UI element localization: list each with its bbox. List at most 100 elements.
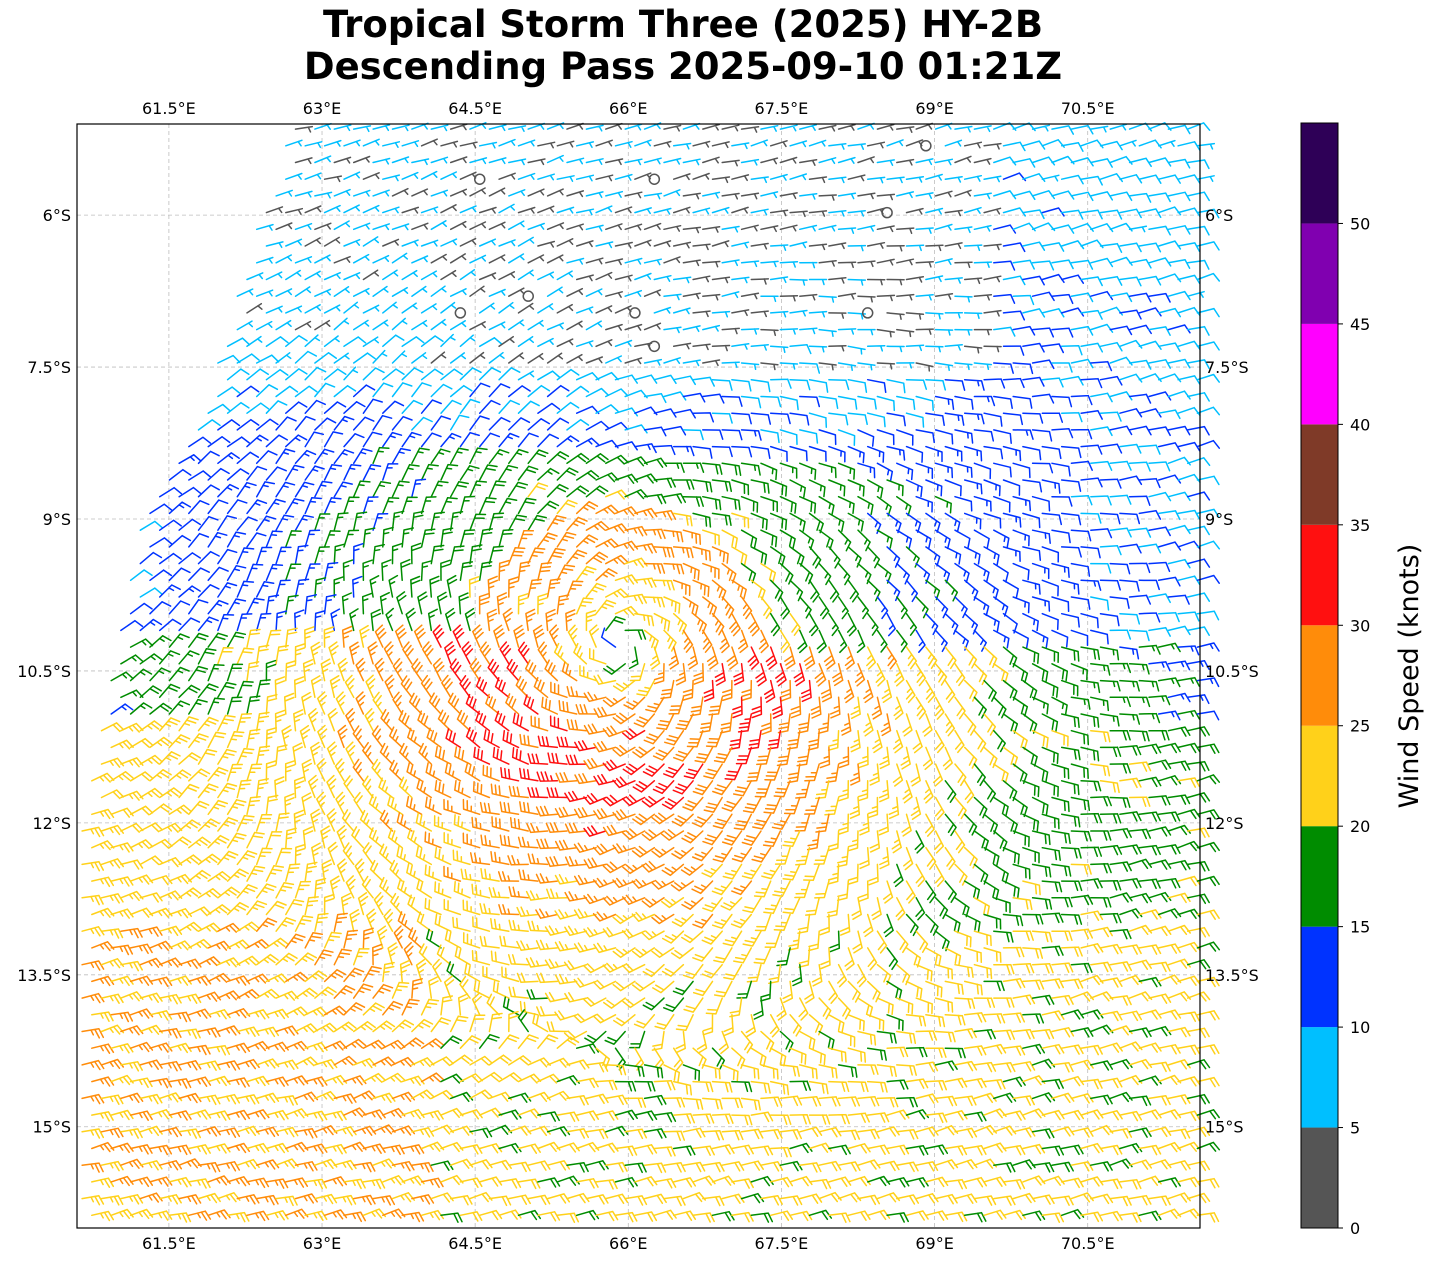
wind-barb-3043	[197, 1060, 221, 1071]
wind-barb-3249	[828, 1113, 850, 1125]
wind-barb-420	[934, 258, 953, 266]
wind-barb-2740	[1070, 962, 1093, 974]
wind-barb-1018	[624, 456, 648, 467]
wind-barb-3573	[362, 1208, 387, 1219]
wind-barb-2533	[424, 897, 442, 916]
wind-barb-994	[1196, 439, 1221, 449]
wind-barb-2297	[351, 826, 365, 849]
wind-barb-2495	[804, 897, 820, 916]
wind-barb-2450	[1080, 878, 1103, 889]
wind-barb-349	[517, 236, 535, 247]
wind-barb-3329	[129, 1144, 153, 1155]
wind-barb-279	[1060, 209, 1084, 220]
wind-barb-1144	[973, 495, 992, 512]
wind-barb-544	[440, 301, 457, 314]
wind-barb-800	[469, 382, 491, 398]
wind-barb-2972	[1070, 1027, 1094, 1038]
wind-barb-3138	[925, 1080, 948, 1091]
wind-barb-813	[721, 395, 743, 407]
wind-barb-1658	[178, 650, 200, 665]
wind-barb-2380	[827, 863, 840, 885]
wind-barb-122	[818, 157, 837, 165]
wind-barb-1785	[441, 674, 453, 699]
wind-barb-1305	[905, 546, 920, 568]
wind-barb-2566	[1080, 910, 1104, 921]
wind-barb-226	[973, 192, 992, 200]
wind-barb-86	[1041, 139, 1065, 148]
wind-barb-1638	[886, 646, 898, 670]
wind-barb-2524	[265, 900, 287, 916]
wind-barb-1920	[850, 729, 861, 753]
wind-barb-1371	[1109, 562, 1131, 575]
wind-barb-1081	[808, 479, 826, 498]
wind-barb-3163	[275, 1095, 298, 1106]
wind-barb-2758	[304, 970, 328, 983]
wind-barb-1091	[1002, 479, 1021, 496]
wind-barb-3224	[343, 1107, 367, 1118]
wind-barb-1743	[721, 679, 733, 702]
wind-barb-2948	[584, 1030, 607, 1044]
wind-barb-1570	[643, 629, 659, 651]
wind-barb-3201	[1012, 1095, 1035, 1106]
wind-barb-3508	[217, 1192, 241, 1203]
wind-barb-1960	[519, 733, 539, 749]
wind-barb-1703	[1051, 663, 1069, 682]
wind-barb-2882	[457, 993, 469, 1016]
wind-barb-1113	[372, 480, 392, 498]
wind-barb-476	[1060, 274, 1085, 284]
wind-barb-2961	[857, 1030, 877, 1046]
wind-barb-2440	[882, 880, 894, 904]
wind-barb-2592	[434, 913, 452, 932]
wind-barb-1786	[459, 675, 471, 699]
wind-barb-1604	[226, 631, 247, 648]
wind-barb-3185	[702, 1097, 723, 1110]
wind-barb-887	[1157, 409, 1181, 420]
wind-barb-2780	[713, 980, 733, 998]
wind-barb-3172	[449, 1091, 474, 1103]
wind-barb-3018	[847, 1047, 867, 1063]
wind-barb-1072	[634, 473, 658, 484]
wind-barb-2483	[564, 891, 588, 902]
wind-barb-3127	[711, 1080, 733, 1093]
wind-barb-782	[1119, 373, 1143, 383]
wind-barb-2409	[285, 863, 301, 882]
wind-barb-457	[692, 275, 711, 283]
wind-barb-172	[866, 176, 886, 184]
wind-barb-2305	[499, 834, 520, 849]
wind-barb-1863	[863, 713, 874, 737]
wind-barb-687	[255, 354, 280, 364]
wind-barb-3541	[857, 1194, 881, 1206]
wind-barb-1540	[1157, 611, 1180, 623]
wind-barb-3394	[255, 1159, 280, 1170]
wind-barb-128	[934, 158, 954, 166]
wind-barb-542	[401, 302, 418, 314]
wind-barb-3014	[769, 1047, 787, 1067]
wind-barb-234	[1128, 192, 1152, 203]
wind-barb-1628	[687, 646, 699, 670]
wind-barb-270	[881, 206, 893, 219]
wind-barb-1593	[1090, 629, 1109, 645]
wind-barb-2421	[497, 871, 520, 882]
wind-barb-2145	[763, 796, 782, 814]
wind-barb-2407	[246, 865, 266, 882]
wind-barb-358	[692, 243, 711, 251]
wind-barb-1819	[1109, 696, 1131, 708]
wind-barb-3215	[168, 1110, 192, 1121]
wind-barb-3263	[1099, 1110, 1123, 1121]
wind-barb-1460	[682, 596, 699, 616]
wind-barb-2346	[178, 854, 202, 866]
wind-barb-620	[934, 328, 954, 336]
wind-barb-1289	[595, 538, 619, 549]
wind-barb-3166	[333, 1093, 357, 1104]
wind-barb-2847	[896, 997, 914, 1015]
wind-barb-2461	[158, 890, 183, 901]
wind-barb-2254	[622, 828, 646, 840]
wind-barb-2984	[188, 1044, 211, 1056]
wind-barb-2976	[1148, 1025, 1172, 1037]
wind-barb-747	[440, 368, 463, 381]
wind-barb-1058	[362, 464, 382, 481]
wind-barb-559	[731, 309, 750, 317]
wind-barb-3299	[663, 1130, 686, 1141]
wind-barb-1909	[622, 728, 646, 741]
wind-barb-2877	[362, 1002, 385, 1016]
